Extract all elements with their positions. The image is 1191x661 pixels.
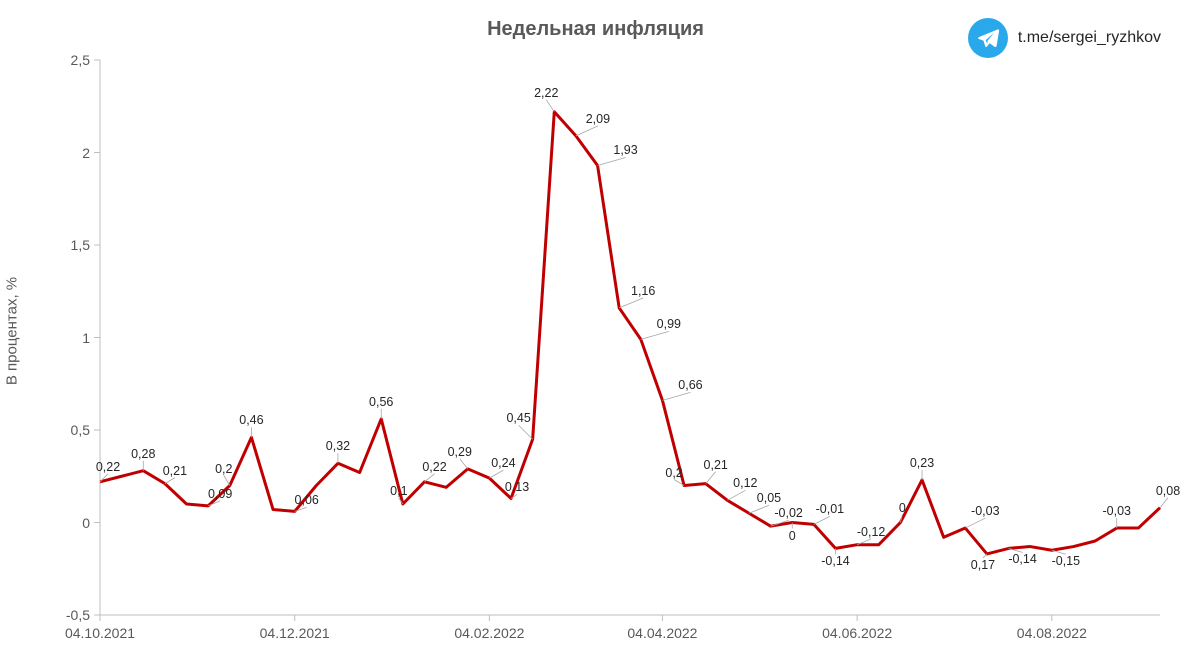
data-point-label: -0,03 [1102, 504, 1131, 518]
data-point-label: -0,14 [821, 554, 850, 568]
data-point-label: 0,2 [215, 462, 232, 476]
data-point-label: 0,09 [208, 487, 232, 501]
data-point-label: 0,22 [96, 460, 120, 474]
x-tick-label: 04.04.2022 [627, 625, 697, 641]
series-line [100, 112, 1160, 554]
data-point-label: 0,05 [757, 491, 781, 505]
data-point-label: 1,93 [613, 143, 637, 157]
y-tick-label: 2,5 [60, 52, 90, 68]
data-point-label: 0 [789, 529, 796, 543]
data-point-label: 0,22 [422, 460, 446, 474]
x-tick-label: 04.12.2021 [260, 625, 330, 641]
data-point-label: -0,03 [971, 504, 1000, 518]
data-point-label: 0,28 [131, 447, 155, 461]
data-point-label: 0,66 [678, 378, 702, 392]
data-point-label: 0,13 [505, 480, 529, 494]
data-point-label: 0,99 [657, 317, 681, 331]
data-point-label: -0,02 [774, 506, 803, 520]
data-point-label: -0,01 [816, 502, 845, 516]
data-point-label: 0,21 [704, 458, 728, 472]
data-point-label: 0,2 [665, 466, 682, 480]
y-tick-label: 0,5 [60, 422, 90, 438]
x-tick-label: 04.06.2022 [822, 625, 892, 641]
y-axis-label: В процентах, % [4, 276, 21, 384]
data-point-label: 0,24 [491, 456, 515, 470]
telegram-icon [968, 18, 1008, 58]
data-point-label: -0,12 [857, 525, 886, 539]
data-point-label: 0,12 [733, 476, 757, 490]
data-point-label: 0,56 [369, 395, 393, 409]
data-point-label: 0,1 [390, 484, 407, 498]
data-point-label: 2,09 [586, 112, 610, 126]
y-tick-label: 1,5 [60, 237, 90, 253]
x-tick-label: 04.08.2022 [1017, 625, 1087, 641]
chart-container: Недельная инфляция t.me/sergei_ryzhkov В… [0, 0, 1191, 661]
x-tick-label: 04.10.2021 [65, 625, 135, 641]
data-point-label: 0,06 [295, 493, 319, 507]
data-point-label: 0,45 [506, 411, 530, 425]
data-point-label: 0,21 [163, 464, 187, 478]
data-point-label: 0,08 [1156, 484, 1180, 498]
data-point-label: 0,17 [971, 558, 995, 572]
data-point-label: 2,22 [534, 86, 558, 100]
telegram-badge[interactable]: t.me/sergei_ryzhkov [968, 18, 1161, 58]
data-point-label: 0,29 [448, 445, 472, 459]
data-point-label: -0,14 [1008, 552, 1037, 566]
plot-area: -0,500,511,522,504.10.202104.12.202104.0… [100, 60, 1160, 615]
y-tick-label: 1 [60, 330, 90, 346]
y-tick-label: 0 [60, 515, 90, 531]
data-point-label: -0,15 [1052, 554, 1081, 568]
data-point-label: 0,23 [910, 456, 934, 470]
telegram-handle: t.me/sergei_ryzhkov [1018, 29, 1161, 47]
x-tick-label: 04.02.2022 [454, 625, 524, 641]
y-tick-label: 2 [60, 145, 90, 161]
data-point-label: 1,16 [631, 284, 655, 298]
data-point-label: 0 [899, 501, 906, 515]
data-point-label: 0,32 [326, 439, 350, 453]
data-point-label: 0,46 [239, 413, 263, 427]
y-tick-label: -0,5 [60, 607, 90, 623]
